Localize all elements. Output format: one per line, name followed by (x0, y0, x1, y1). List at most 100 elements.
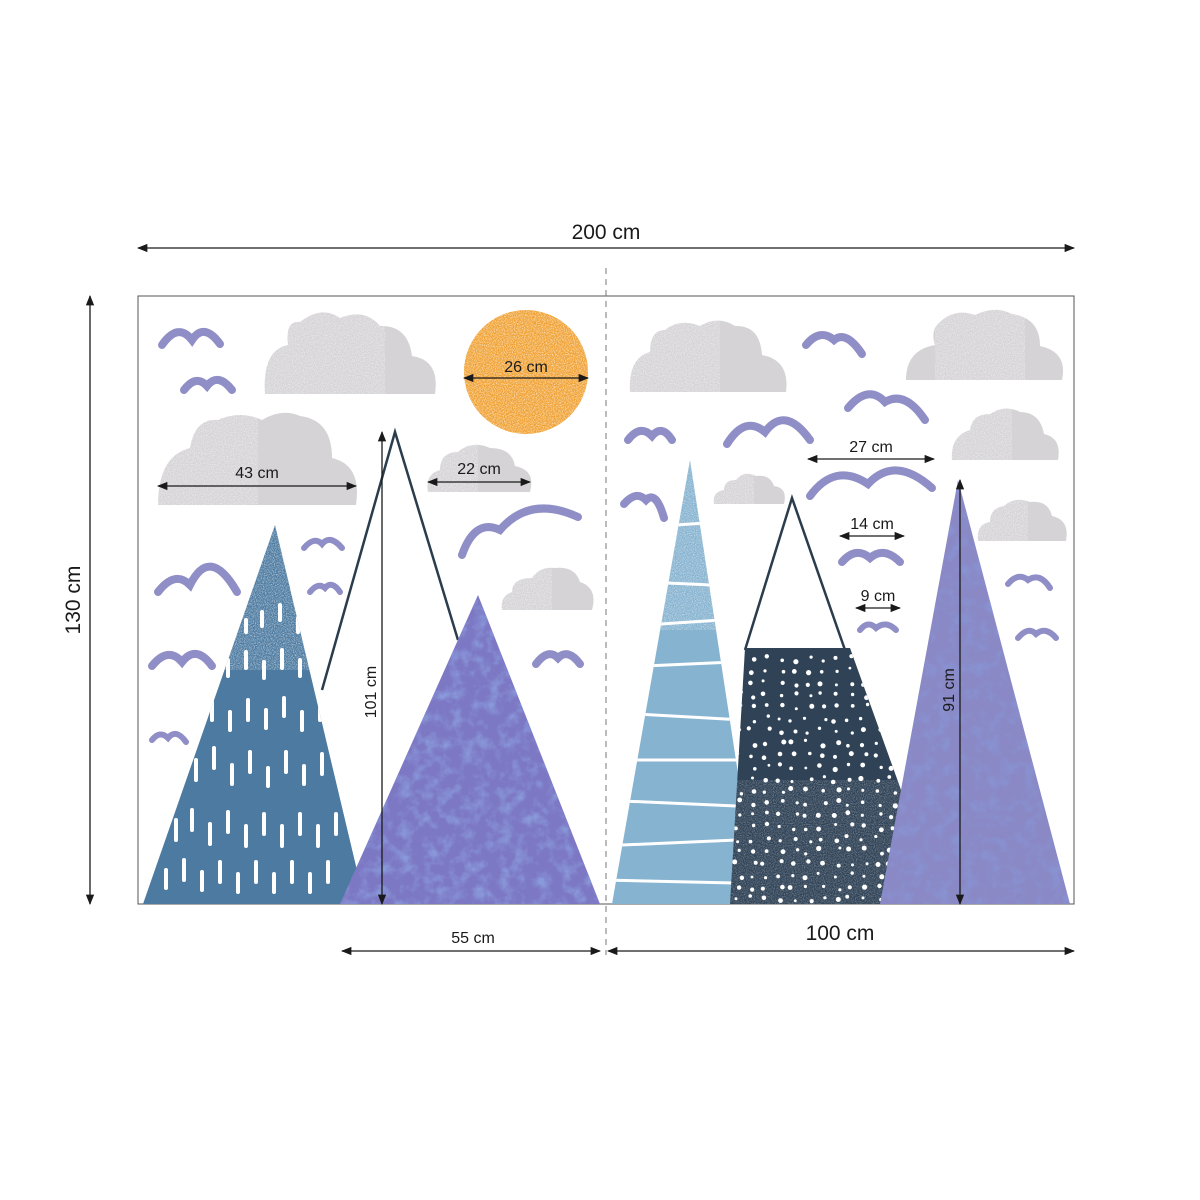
snow-dot (888, 751, 893, 756)
snow-dot (737, 728, 742, 732)
snow-dot (733, 826, 738, 831)
snow-dot (818, 691, 822, 695)
snow-dot (888, 695, 892, 700)
snow-dot (750, 875, 754, 879)
snow-dot (875, 862, 881, 867)
snow-dot (762, 790, 766, 794)
snow-dot (874, 834, 878, 839)
snow-dot (900, 738, 906, 744)
bird (1015, 627, 1059, 641)
snow-dot (750, 887, 755, 892)
snow-dot (748, 839, 753, 844)
snow-dot (878, 680, 883, 685)
snow-dot (748, 670, 754, 676)
snow-dot (862, 874, 866, 878)
snow-dot (776, 874, 780, 879)
snow-dot (888, 765, 894, 771)
snow-dot (764, 849, 769, 853)
snow-dot (737, 848, 741, 853)
purple-mountain-base-label: 55 cm (451, 930, 495, 947)
snow-dot (732, 859, 738, 865)
snow-dot (788, 719, 792, 723)
snow-dot (846, 762, 851, 767)
rain-dashes (164, 603, 342, 894)
snow-dot (879, 765, 883, 770)
snow-dot (781, 669, 786, 674)
bird (180, 376, 236, 394)
snow-dot (735, 751, 740, 756)
snow-dot (809, 703, 815, 709)
snow-dot (823, 801, 828, 806)
snow-dot (775, 778, 780, 783)
snow-dot (751, 703, 757, 709)
snow-dot (847, 787, 850, 791)
snow-dot (858, 775, 864, 782)
snow-dot (860, 762, 866, 768)
total-height-label: 130 cm (62, 566, 85, 635)
snow-dot (753, 767, 757, 771)
snow-dot (865, 862, 869, 866)
total-width-label: 200 cm (572, 221, 641, 244)
snow-dot (805, 682, 810, 688)
snow-dot (762, 741, 768, 747)
bird (148, 650, 216, 670)
snow-dot (802, 875, 808, 881)
snow-dot (780, 884, 785, 890)
snow-dot (876, 716, 882, 722)
snow-dot (889, 704, 893, 707)
snow-dot (787, 885, 793, 890)
snow-dot (888, 727, 895, 733)
snow-dot (889, 668, 894, 674)
snow-dot (816, 826, 821, 832)
snow-dot (833, 655, 838, 660)
snow-dot (780, 658, 784, 663)
snow-dot (736, 840, 740, 844)
snow-dot (795, 848, 800, 852)
snow-dot (777, 717, 781, 721)
snow-dot (763, 778, 768, 783)
snow-dot (859, 838, 863, 842)
snow-dot (739, 690, 743, 695)
snow-dot (818, 837, 823, 842)
snow-dot (794, 691, 799, 696)
snow-dot (850, 871, 854, 875)
snow-dot (751, 695, 756, 700)
snow-dot (893, 791, 898, 795)
snow-dot (849, 654, 854, 659)
snow-dot (822, 884, 826, 889)
snow-dot (791, 751, 797, 757)
snow-dot (775, 811, 781, 816)
snow-dot (889, 815, 894, 820)
snow-dot (748, 894, 752, 898)
snow-dot (823, 896, 827, 900)
snow-dot (809, 694, 813, 698)
snow-dot (803, 786, 808, 792)
snow-dot (777, 762, 783, 767)
snow-dot (822, 704, 827, 709)
snow-dot (873, 659, 877, 664)
snow-dot (761, 895, 767, 901)
snow-dot (804, 852, 808, 856)
large-bird-width-label: 27 cm (849, 439, 893, 456)
snow-dot (781, 790, 786, 794)
snow-dot (865, 702, 870, 707)
snow-dot (778, 839, 782, 843)
snow-dot (817, 763, 822, 768)
snow-dot (779, 859, 784, 864)
small-bird-width-label: 9 cm (861, 588, 896, 605)
snow-dot (861, 788, 865, 792)
snow-dot (761, 679, 765, 683)
outline-mountain-left (320, 427, 460, 691)
outline-mountain-height-label: 101 cm (363, 666, 380, 718)
snow-dot (831, 813, 837, 818)
snow-dot (845, 894, 850, 899)
snow-dot (764, 800, 769, 805)
snow-dot (738, 813, 742, 817)
snow-dot (850, 704, 855, 708)
snow-dot (793, 729, 798, 734)
snow-dot (860, 813, 864, 817)
snow-dot (892, 741, 897, 746)
snow-dot (819, 670, 824, 674)
snow-dot (873, 753, 878, 758)
snow-dot (904, 704, 910, 710)
